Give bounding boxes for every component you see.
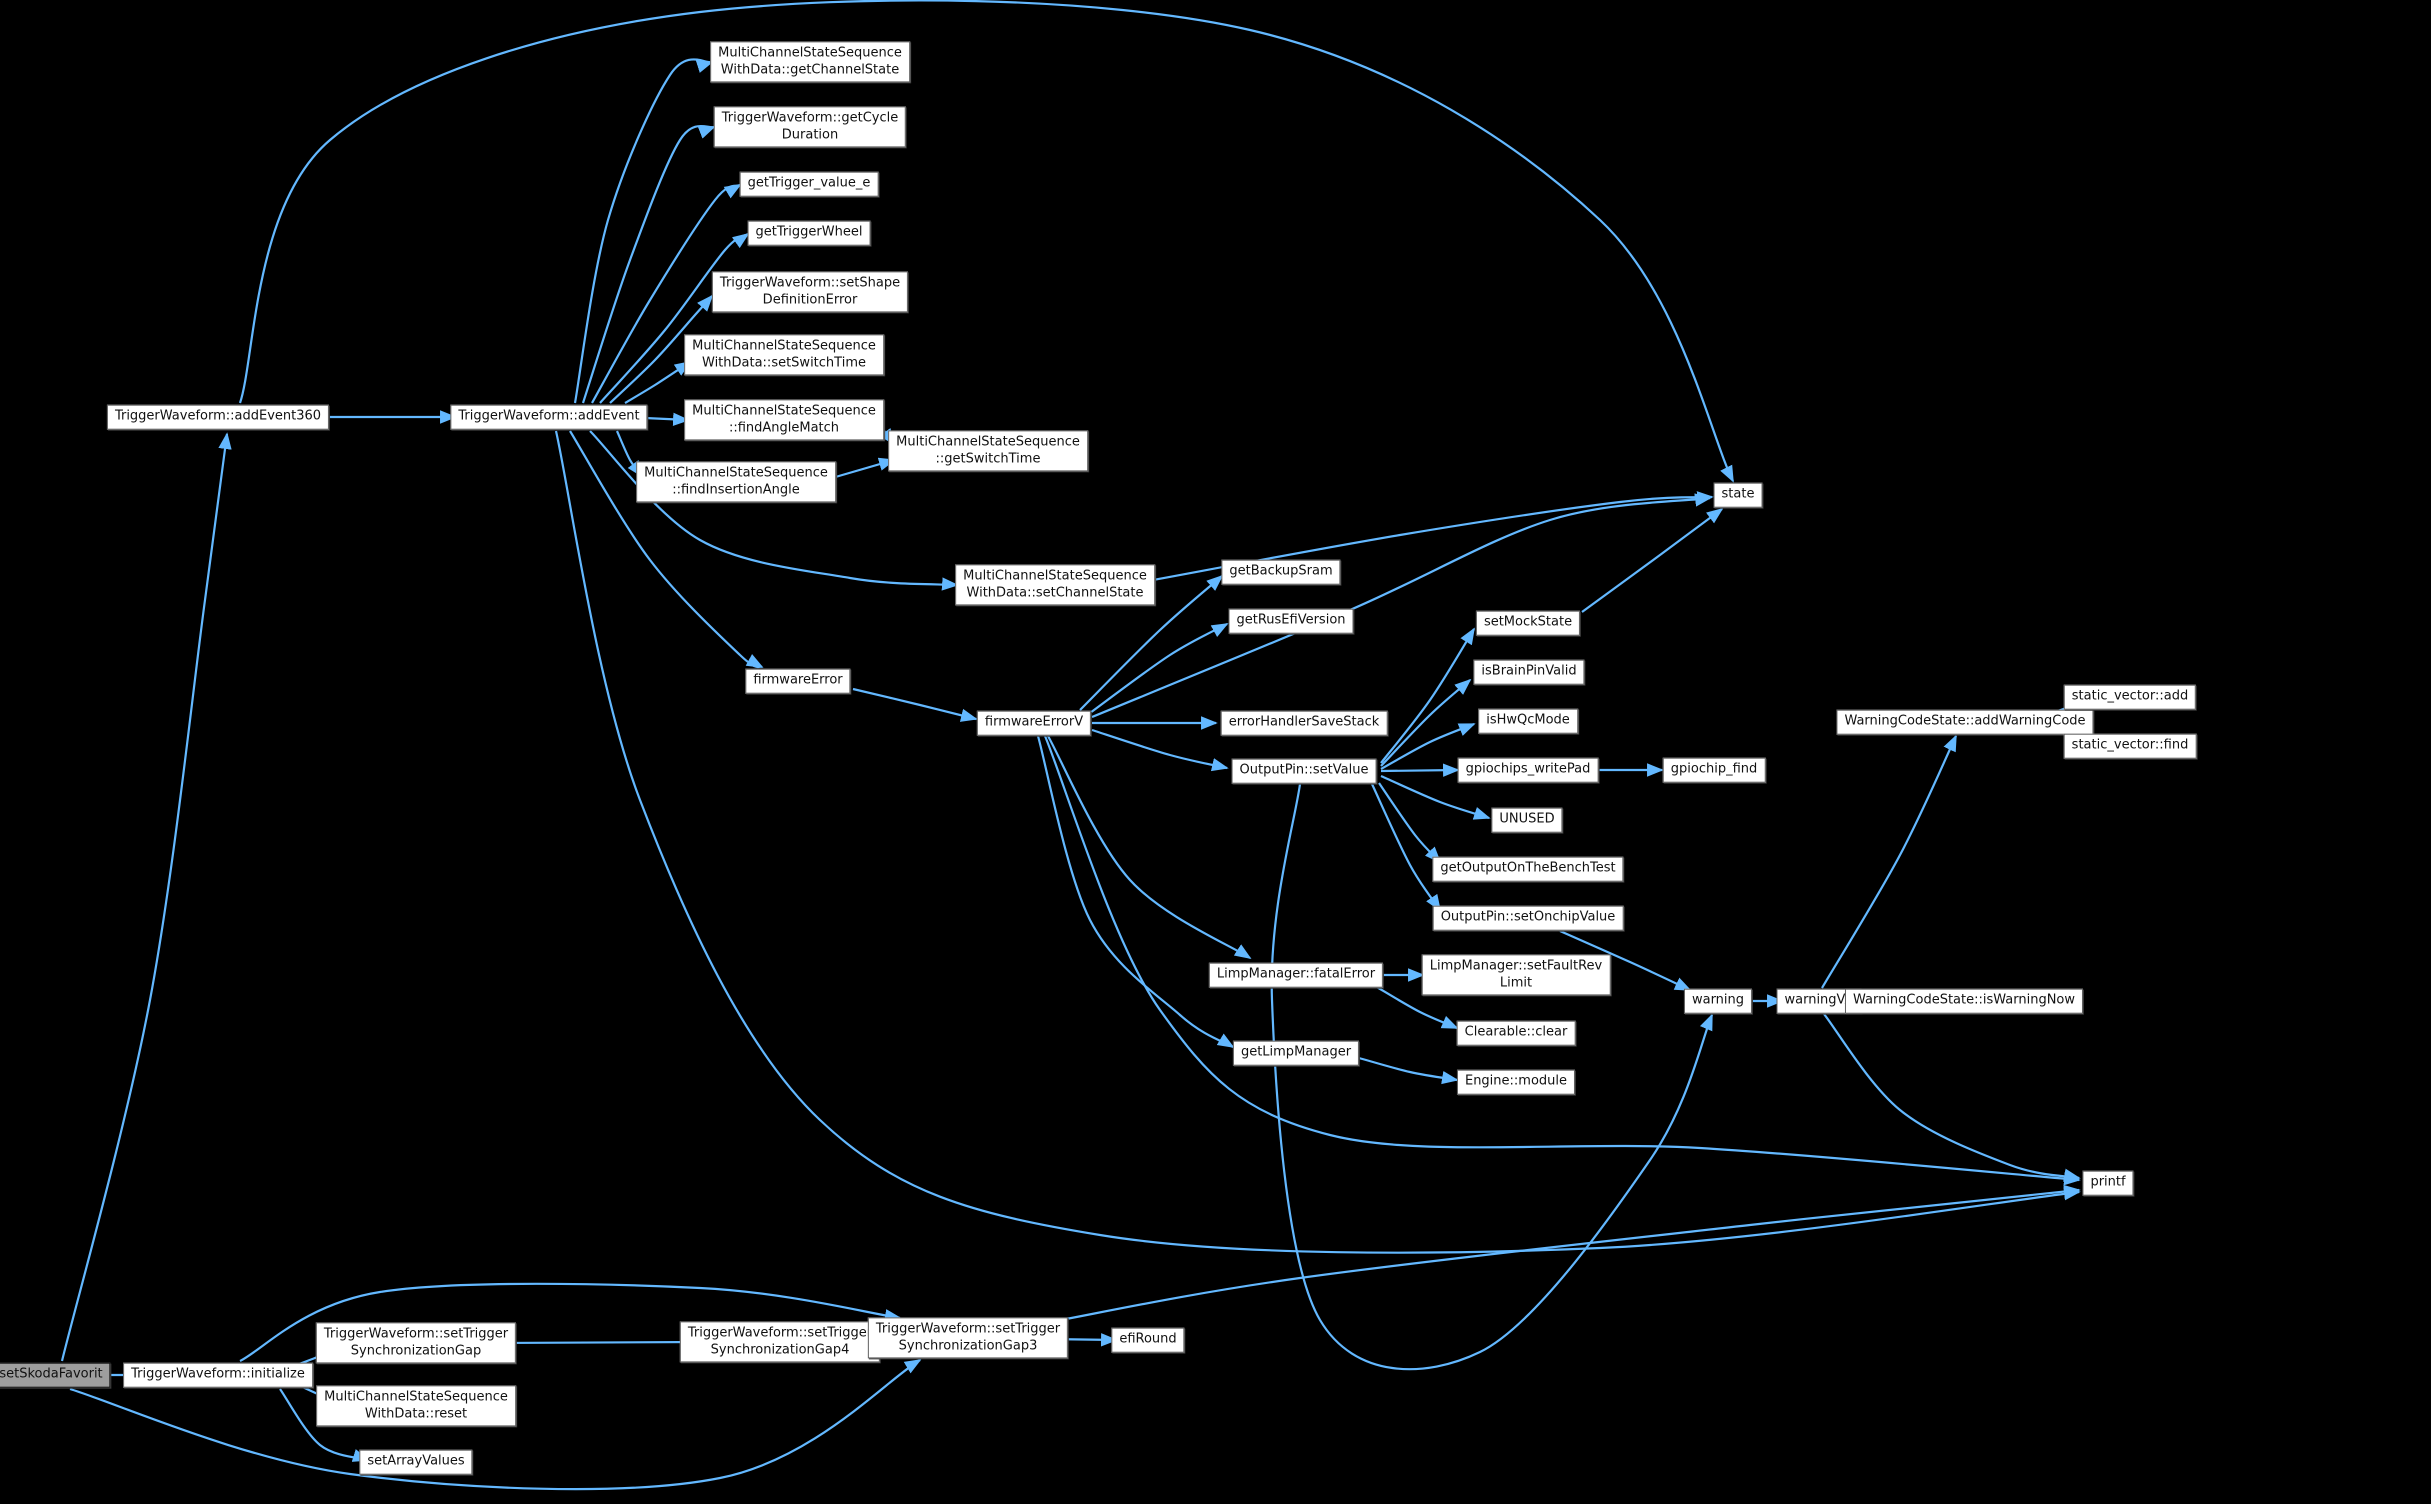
node-benchTest[interactable]: getOutputOnTheBenchTest <box>1432 856 1624 882</box>
node-getBackupSram[interactable]: getBackupSram <box>1221 559 1341 585</box>
node-findInsertionAngle[interactable]: MultiChannelStateSequence ::findInsertio… <box>636 461 836 503</box>
node-module[interactable]: Engine::module <box>1456 1069 1576 1095</box>
node-warning[interactable]: warning <box>1683 988 1753 1014</box>
edge-addEvent-to-getChannelState <box>573 58 714 404</box>
node-reset[interactable]: MultiChannelStateSequence WithData::rese… <box>316 1385 516 1427</box>
edge-setValue-to-setOnchipValue <box>1371 783 1441 912</box>
node-getRusEfiVersion[interactable]: getRusEfiVersion <box>1228 608 1354 634</box>
edge-initialize-to-setArrayValues <box>279 1388 370 1462</box>
edge-firmwareErrorV-to-fatalError <box>1047 735 1252 959</box>
node-setSkodaFavorit[interactable]: setSkodaFavorit <box>0 1362 111 1388</box>
node-setChannelState[interactable]: MultiChannelStateSequence WithData::setC… <box>955 564 1155 606</box>
node-firmwareError[interactable]: firmwareError <box>745 668 851 694</box>
node-gpiochip_find[interactable]: gpiochip_find <box>1662 757 1766 783</box>
edge-setValue-to-isHwQcMode <box>1380 722 1476 770</box>
node-setValue[interactable]: OutputPin::setValue <box>1231 758 1377 784</box>
node-setArrayValues[interactable]: setArrayValues <box>359 1449 473 1475</box>
edge-setValue-to-setMockState <box>1380 627 1475 764</box>
edge-setValue-to-writePad <box>1380 763 1460 777</box>
edge-findInsertionAngle-to-getSwitchTime <box>831 457 896 480</box>
edge-firmwareErrorV-to-getRusEfiVersion <box>1089 623 1229 714</box>
node-setFaultRevLimit[interactable]: LimpManager::setFaultRev Limit <box>1421 954 1611 996</box>
edge-addEvent-to-getCycleDuration <box>581 124 716 404</box>
node-initialize[interactable]: TriggerWaveform::initialize <box>123 1362 313 1388</box>
node-isBrainPinValid[interactable]: isBrainPinValid <box>1473 659 1585 685</box>
edge-firmwareErrorV-to-state <box>1091 493 1712 719</box>
node-isWarningNow[interactable]: WarningCodeState::isWarningNow <box>1844 988 2084 1014</box>
node-getTriggerWheel[interactable]: getTriggerWheel <box>747 220 871 246</box>
node-addEvent360[interactable]: TriggerWaveform::addEvent360 <box>106 404 330 430</box>
node-syncGap4[interactable]: TriggerWaveform::setTrigger Synchronizat… <box>679 1321 881 1363</box>
edge-firmwareErrorV-to-setValue <box>1091 728 1229 772</box>
node-getChannelState[interactable]: MultiChannelStateSequence WithData::getC… <box>710 41 910 83</box>
edge-firmwareErrorV-to-getBackupSram <box>1079 574 1224 711</box>
edge-firmwareError-to-firmwareErrorV <box>852 687 978 722</box>
node-svAdd[interactable]: static_vector::add <box>2063 684 2197 710</box>
edge-firmwareErrorV-to-getLimpManager <box>1036 735 1235 1048</box>
node-getCycleDuration[interactable]: TriggerWaveform::getCycle Duration <box>713 106 907 148</box>
edge-warningVA-to-addWarningCode <box>1821 734 1957 989</box>
node-clear[interactable]: Clearable::clear <box>1456 1020 1576 1046</box>
edge-warningVA-to-printf <box>1823 1013 2081 1182</box>
node-getSwitchTime[interactable]: MultiChannelStateSequence ::getSwitchTim… <box>888 430 1088 472</box>
edge-addEvent-to-getTrigger_value_e <box>591 183 742 404</box>
node-addEvent[interactable]: TriggerWaveform::addEvent <box>450 404 648 430</box>
edge-setSkodaFavorit-to-addEvent360 <box>60 432 232 1362</box>
edge-addEvent-to-firmwareError <box>569 430 764 669</box>
edge-addEvent-to-setShapeDefinitionError <box>609 294 714 404</box>
node-svFind[interactable]: static_vector::find <box>2063 733 2197 759</box>
node-firmwareErrorV[interactable]: firmwareErrorV <box>976 710 1092 736</box>
node-setShapeDefinitionError[interactable]: TriggerWaveform::setShape DefinitionErro… <box>711 271 909 313</box>
edge-syncGap-to-syncGap4 <box>494 1335 702 1349</box>
node-printf[interactable]: printf <box>2082 1170 2134 1196</box>
edge-syncGap3-to-printf <box>1049 1184 2081 1324</box>
edge-setSkodaFavorit-to-syncGap3 <box>69 1359 922 1491</box>
node-setSwitchTime[interactable]: MultiChannelStateSequence WithData::setS… <box>684 334 884 376</box>
node-errorHandlerSaveStack[interactable]: errorHandlerSaveStack <box>1220 710 1388 736</box>
node-setOnchipValue[interactable]: OutputPin::setOnchipValue <box>1432 905 1624 931</box>
edge-addEvent-to-setChannelState <box>589 430 959 591</box>
edge-addEvent-to-setSwitchTime <box>624 361 692 404</box>
edge-setOnchipValue-to-warning <box>1559 929 1692 991</box>
edge-addEvent360-to-state <box>238 0 1734 483</box>
node-state[interactable]: state <box>1713 482 1763 508</box>
edge-firmwareErrorV-to-printf <box>1043 735 2081 1186</box>
node-getLimpManager[interactable]: getLimpManager <box>1232 1040 1360 1066</box>
edge-getLimpManager-to-module <box>1358 1056 1459 1085</box>
node-isHwQcMode[interactable]: isHwQcMode <box>1478 708 1578 734</box>
edge-setMockState-to-state <box>1581 507 1724 613</box>
edge-addEvent-to-getTriggerWheel <box>599 232 750 404</box>
node-syncGap3[interactable]: TriggerWaveform::setTrigger Synchronizat… <box>867 1317 1069 1359</box>
edge-setValue-to-isBrainPinValid <box>1380 678 1472 767</box>
node-efiRound[interactable]: efiRound <box>1111 1327 1185 1353</box>
edge-initialize-to-syncGap3 <box>239 1282 902 1362</box>
node-writePad[interactable]: gpiochips_writePad <box>1457 757 1599 783</box>
node-UNUSED[interactable]: UNUSED <box>1491 807 1563 833</box>
node-syncGap[interactable]: TriggerWaveform::setTrigger Synchronizat… <box>315 1322 517 1364</box>
edge-addEvent-to-printf <box>554 430 2081 1254</box>
node-addWarningCode[interactable]: WarningCodeState::addWarningCode <box>1836 709 2094 735</box>
node-getTrigger_value_e[interactable]: getTrigger_value_e <box>739 171 879 197</box>
edge-addEvent-to-findAngleMatch <box>644 412 690 426</box>
node-findAngleMatch[interactable]: MultiChannelStateSequence ::findAngleMat… <box>684 399 884 441</box>
edge-fatalError-to-clear <box>1374 985 1459 1030</box>
node-fatalError[interactable]: LimpManager::fatalError <box>1208 962 1384 988</box>
node-setMockState[interactable]: setMockState <box>1475 610 1581 636</box>
edge-setValue-to-UNUSED <box>1380 774 1491 820</box>
